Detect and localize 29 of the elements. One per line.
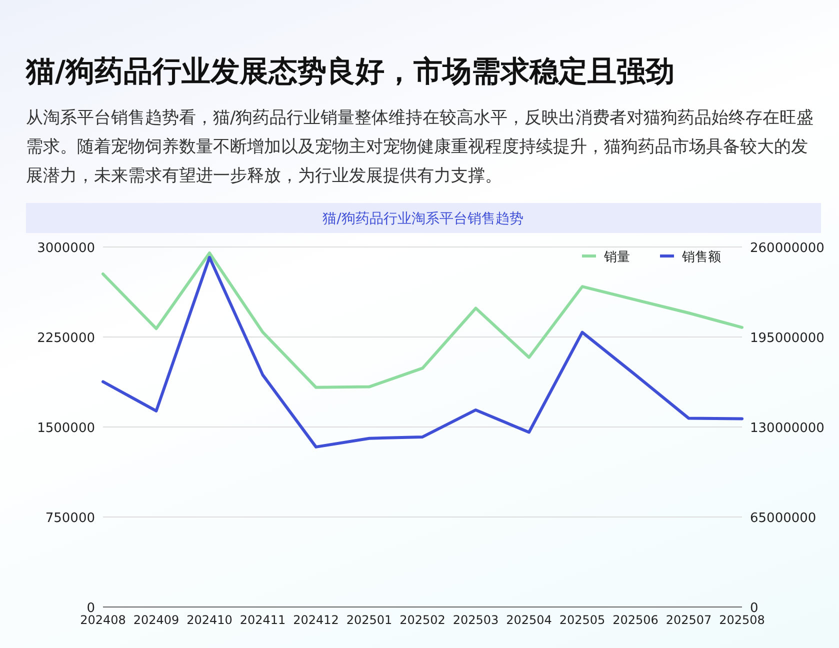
- x-tick-label: 202501: [346, 613, 392, 627]
- x-tick-label: 202410: [186, 613, 232, 627]
- legend-label: 销售额: [681, 250, 721, 265]
- y-tick-label: 1500000: [37, 421, 95, 436]
- y-tick-label: 750000: [45, 511, 95, 526]
- x-tick-label: 202504: [506, 613, 552, 627]
- y2-tick-label: 260000000: [750, 241, 824, 256]
- line-series: [102, 252, 744, 389]
- x-tick-label: 202408: [80, 613, 126, 627]
- y-tick-label: 3000000: [37, 241, 95, 256]
- x-tick-label: 202503: [452, 613, 499, 627]
- x-tick-label: 202506: [612, 613, 658, 627]
- x-tick-label: 202508: [719, 613, 765, 627]
- x-tick-label: 202507: [666, 613, 712, 627]
- chart-subtitle: 从淘系平台销售趋势看，猫/狗药品行业销量整体维持在较高水平，反映出消费者对猫狗药品始终存在旺盛需求。随着宠物饲养数量不断增加以及宠物主对宠物健康重视程度持续提升，猫狗药品市场具备较大的发展潜力，未来需求有望进一步释放，为行业发展提供有力支撑。: [26, 107, 815, 188]
- y2-tick-label: 195000000: [750, 331, 824, 346]
- x-tick-label: 202409: [133, 613, 180, 627]
- y2-tick-label: 65000000: [750, 511, 816, 526]
- y2-tick-label: 130000000: [750, 421, 824, 436]
- legend-label: 销量: [603, 250, 630, 265]
- chart-title: 猫/狗药品行业发展态势良好，市场需求稳定且强劲: [26, 53, 675, 90]
- x-tick-label: 202412: [293, 613, 339, 627]
- x-tick-label: 202502: [400, 613, 446, 627]
- y-tick-label: 0: [86, 601, 95, 616]
- y2-tick-label: 0: [750, 601, 758, 616]
- y-tick-label: 2250000: [37, 331, 95, 346]
- x-tick-label: 202505: [559, 613, 606, 627]
- text: 猫/狗药品行业淘系平台销售趋势: [322, 211, 524, 227]
- x-tick-label: 202411: [240, 613, 286, 627]
